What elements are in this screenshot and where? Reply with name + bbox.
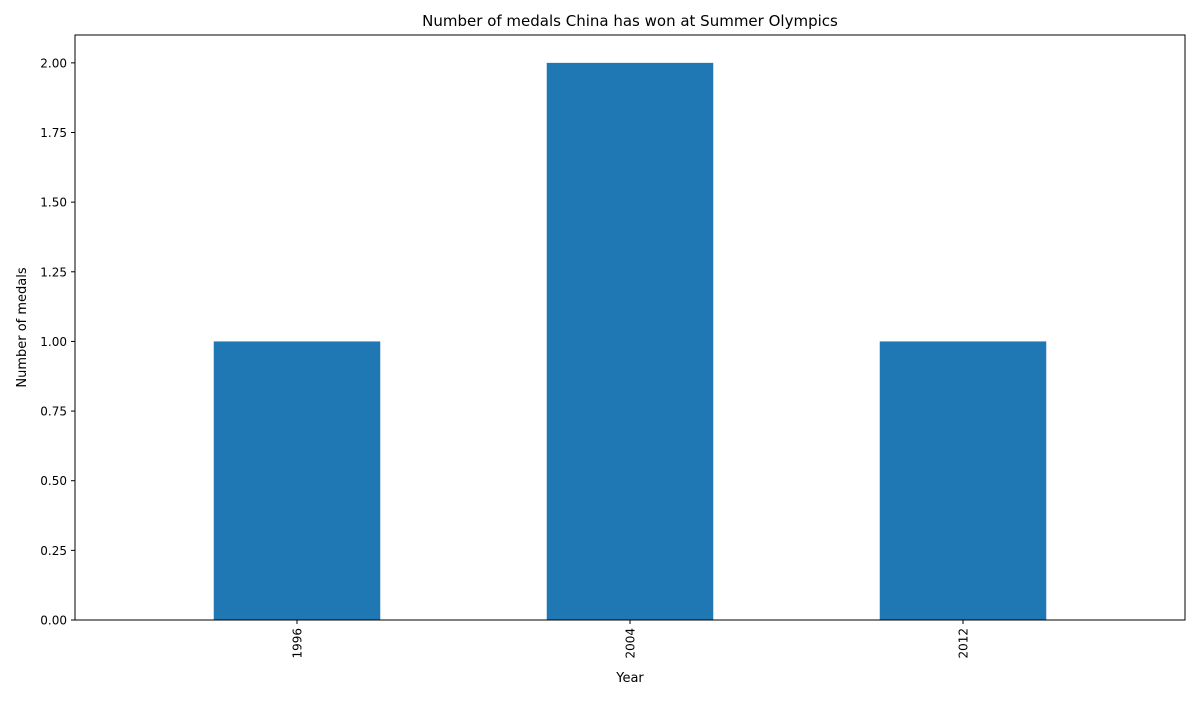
x-axis: 1996 2004 2012 <box>291 620 971 659</box>
bar-2012 <box>879 341 1047 620</box>
x-axis-label: Year <box>615 671 644 686</box>
y-tick-label: 0.50 <box>40 474 67 488</box>
y-tick-label: 0.25 <box>40 544 67 558</box>
chart-title: Number of medals China has won at Summer… <box>422 12 838 30</box>
y-tick-label: 1.25 <box>40 265 67 279</box>
x-tick-label: 2012 <box>957 628 971 659</box>
y-tick-label: 0.75 <box>40 405 67 419</box>
y-tick-label: 0.00 <box>40 614 67 628</box>
bars-layer <box>213 62 1047 621</box>
x-tick-label: 1996 <box>291 628 305 659</box>
y-tick-label: 1.75 <box>40 126 67 140</box>
plot-frame <box>74 34 1186 621</box>
y-tick-label: 1.50 <box>40 196 67 210</box>
x-tick-label: 2004 <box>624 628 638 659</box>
y-tick-label: 1.00 <box>40 335 67 349</box>
y-tick-label: 2.00 <box>40 56 67 70</box>
y-axis: 0.00 0.25 0.50 0.75 1.00 1.25 1.50 1.75 2.00 <box>40 56 75 628</box>
bar-2004 <box>546 62 714 621</box>
bar-1996 <box>213 341 381 620</box>
y-axis-label: Number of medals <box>15 267 30 388</box>
